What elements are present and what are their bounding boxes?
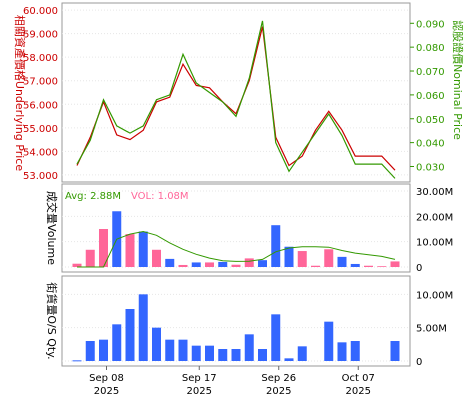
volume-bar [364, 265, 373, 267]
osqty-bar [324, 321, 334, 361]
volume-bar [191, 262, 201, 267]
osqty-bar [152, 327, 161, 361]
volume-bar [377, 266, 387, 267]
osqty-bar [99, 339, 108, 361]
osqty-bar [350, 341, 360, 361]
price-left-tick: 54.000 [23, 147, 58, 158]
osqty-bar [390, 341, 400, 361]
volume-vol-legend: VOL: 1.08M [131, 191, 189, 202]
osqty-bar [218, 349, 228, 361]
osqty-bar [271, 314, 281, 361]
osqty-tick: 0 [416, 357, 422, 368]
volume-bar [337, 256, 347, 267]
price-left-tick: 60.000 [23, 6, 58, 17]
osqty-bar [165, 339, 175, 361]
osqty-bar [284, 358, 294, 361]
osqty-bar [205, 345, 214, 361]
volume-axis-label: 成交量Volume [45, 191, 59, 265]
osqty-bar [72, 360, 82, 362]
volume-bar [99, 229, 108, 267]
volume-bar [311, 265, 320, 267]
volume-bar [350, 263, 360, 267]
volume-bar [297, 251, 307, 267]
volume-avg-legend: Avg: 2.88M [65, 191, 121, 202]
x-tick-date: Sep 08 [89, 373, 124, 384]
x-tick-year: 2025 [346, 386, 371, 397]
osqty-bar [297, 346, 307, 361]
volume-tick: 10.00M [416, 238, 453, 249]
osqty-bar [244, 334, 254, 361]
volume-bar [218, 261, 228, 267]
price-left-tick: 59.000 [23, 30, 58, 41]
price-right-tick: 0.070 [416, 67, 445, 78]
osqty-bar [258, 349, 267, 361]
x-tick-date: Sep 26 [261, 373, 296, 384]
price-left-tick: 58.000 [23, 53, 58, 64]
volume-tick: 30.00M [416, 187, 453, 198]
volume-tick: 0 [416, 263, 422, 274]
volume-bar [390, 261, 400, 267]
osqty-tick: 10.00M [416, 290, 453, 301]
volume-bar [284, 246, 294, 267]
price-right-tick: 0.030 [416, 162, 445, 173]
volume-bar [165, 258, 175, 267]
volume-bar [125, 234, 135, 267]
x-tick-year: 2025 [266, 386, 291, 397]
price-right-tick: 0.080 [416, 43, 445, 54]
osqty-bar [85, 341, 95, 361]
volume-bar [244, 258, 254, 267]
price-panel-frame [61, 2, 411, 183]
osqty-bar [178, 339, 188, 361]
price-right-tick: 0.090 [416, 19, 445, 30]
volume-bar [138, 231, 148, 267]
x-tick-year: 2025 [187, 386, 212, 397]
volume-tick: 20.00M [416, 212, 453, 223]
osqty-bar [112, 324, 122, 361]
x-tick-year: 2025 [94, 386, 119, 397]
price-right-tick: 0.040 [416, 139, 445, 150]
price-right-tick: 0.050 [416, 115, 445, 126]
volume-bar [231, 264, 241, 267]
osqty-bar [125, 309, 135, 361]
price-right-axis-label: 認股證價Nominal Price [451, 20, 465, 140]
volume-bar [178, 264, 188, 267]
price-left-tick: 57.000 [23, 77, 58, 88]
osqty-axis-label: 街貨量O/S Qty. [45, 282, 59, 359]
osqty-tick: 5.00M [416, 324, 447, 335]
price-right-tick: 0.060 [416, 91, 445, 102]
x-tick-date: Oct 07 [342, 373, 375, 384]
volume-bar [324, 249, 334, 267]
volume-bar [72, 263, 82, 267]
price-left-tick: 53.000 [23, 171, 58, 182]
osqty-bar [337, 342, 347, 361]
volume-bar [271, 225, 281, 267]
price-left-tick: 55.000 [23, 124, 58, 135]
volume-bar [258, 260, 267, 267]
price-left-axis-label: 相關資產價格Underlying Price [13, 15, 27, 171]
osqty-bar [138, 294, 148, 361]
volume-bar [85, 249, 95, 267]
volume-bar [152, 249, 161, 267]
osqty-bar [191, 345, 201, 361]
osqty-bar [231, 349, 241, 361]
underlying-price-line [76, 26, 396, 171]
x-tick-date: Sep 17 [182, 373, 217, 384]
volume-bar [205, 262, 214, 267]
nominal-price-line [76, 20, 396, 179]
price-left-tick: 56.000 [23, 100, 58, 111]
volume-average-line [77, 230, 396, 268]
